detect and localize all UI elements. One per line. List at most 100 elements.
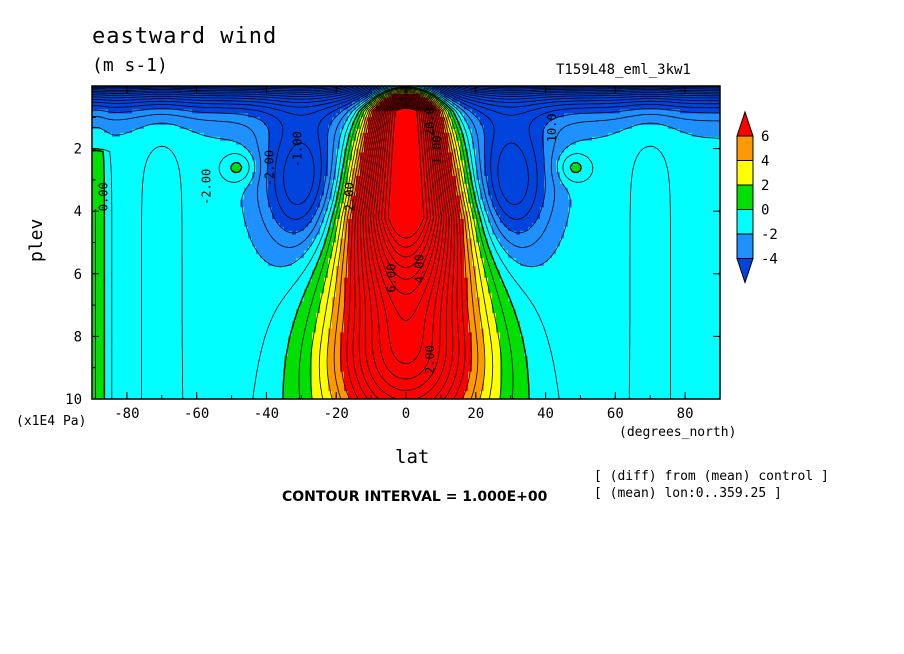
contour-cell <box>136 164 141 169</box>
contour-cell <box>264 156 269 161</box>
contour-cell <box>176 207 181 212</box>
contour-cell <box>556 148 561 154</box>
contour-cell <box>460 168 465 173</box>
contour-cell <box>500 101 505 107</box>
contour-cell <box>672 160 677 165</box>
contour-cell <box>296 93 301 99</box>
contour-cell <box>268 132 273 138</box>
contour-cell <box>240 187 245 193</box>
contour-cell <box>172 160 177 165</box>
contour-cell <box>708 191 713 197</box>
contour-cell <box>288 179 293 185</box>
contour-cell <box>256 156 261 161</box>
contour-cell <box>416 187 421 193</box>
contour-cell <box>480 101 485 107</box>
contour-cell <box>92 160 97 165</box>
contour-cell <box>552 148 557 154</box>
contour-cell <box>364 183 369 189</box>
contour-cell <box>500 152 505 158</box>
contour-cell <box>456 199 461 204</box>
contour-cell <box>448 148 453 154</box>
contour-cell <box>704 160 709 165</box>
contour-cell <box>268 156 273 161</box>
contour-cell <box>280 148 285 154</box>
contour-cell <box>604 140 609 146</box>
contour-cell <box>684 160 689 165</box>
contour-cell <box>148 144 153 150</box>
contour-cell <box>572 199 577 204</box>
contour-cell <box>180 203 185 208</box>
contour-cell <box>276 207 281 212</box>
contour-cell <box>292 183 297 189</box>
contour-cell <box>692 168 697 173</box>
contour-cell <box>560 164 565 169</box>
contour-cell <box>316 105 321 111</box>
contour-cell <box>484 89 489 95</box>
contour-cell <box>544 101 549 107</box>
contour-cell <box>192 175 197 181</box>
contour-cell <box>664 117 669 122</box>
contour-cell <box>240 97 245 103</box>
contour-cell <box>248 160 253 165</box>
contour-cell <box>184 175 189 181</box>
contour-cell <box>304 144 309 150</box>
contour-cell <box>508 187 513 193</box>
contour-cell <box>132 168 137 173</box>
contour-cell <box>688 136 693 142</box>
contour-cell <box>488 129 493 134</box>
contour-cell <box>600 164 605 169</box>
contour-cell <box>556 187 561 193</box>
contour-cell <box>412 144 417 150</box>
contour-cell <box>312 136 317 142</box>
contour-cell <box>492 183 497 189</box>
contour-cell <box>532 203 537 208</box>
contour-cell <box>396 101 401 107</box>
contour-cell <box>276 86 281 91</box>
contour-cell <box>716 183 720 189</box>
contour-cell <box>704 172 709 177</box>
contour-cell <box>240 164 245 169</box>
contour-cell <box>644 172 649 177</box>
contour-cell <box>568 183 573 189</box>
contour-cell <box>200 183 205 189</box>
contour-cell <box>308 129 313 134</box>
contour-cell <box>368 132 373 138</box>
contour-cell <box>352 89 357 95</box>
contour-cell <box>692 191 697 197</box>
contour-cell <box>492 172 497 177</box>
contour-cell <box>664 132 669 138</box>
contour-cell <box>308 113 313 118</box>
contour-cell <box>492 148 497 154</box>
contour-cell <box>304 164 309 169</box>
contour-cell <box>108 132 113 138</box>
contour-cell <box>228 195 233 201</box>
contour-cell <box>104 121 109 126</box>
contour-cell <box>216 164 221 169</box>
contour-cell <box>204 203 209 208</box>
contour-cell <box>704 140 709 146</box>
contour-cell <box>676 152 681 158</box>
contour-cell <box>212 125 217 130</box>
contour-cell <box>392 136 397 142</box>
contour-cell <box>388 172 393 177</box>
contour-cell <box>680 86 685 91</box>
contour-cell <box>560 97 565 103</box>
contour-cell <box>708 129 713 134</box>
contour-cell <box>164 140 169 146</box>
contour-cell <box>456 148 461 154</box>
contour-cell <box>104 86 109 91</box>
contour-cell <box>528 129 533 134</box>
contour-cell <box>712 183 717 189</box>
contour-cell <box>256 175 261 181</box>
contour-cell <box>340 109 345 114</box>
contour-cell <box>588 156 593 161</box>
contour-cell <box>248 148 253 154</box>
contour-cell <box>264 144 269 150</box>
contour-cell <box>116 199 121 204</box>
contour-cell <box>296 191 301 197</box>
contour-cell <box>676 86 681 91</box>
contour-cell <box>696 191 701 197</box>
contour-cell <box>476 121 481 126</box>
contour-cell <box>328 140 333 146</box>
contour-cell <box>304 140 309 146</box>
